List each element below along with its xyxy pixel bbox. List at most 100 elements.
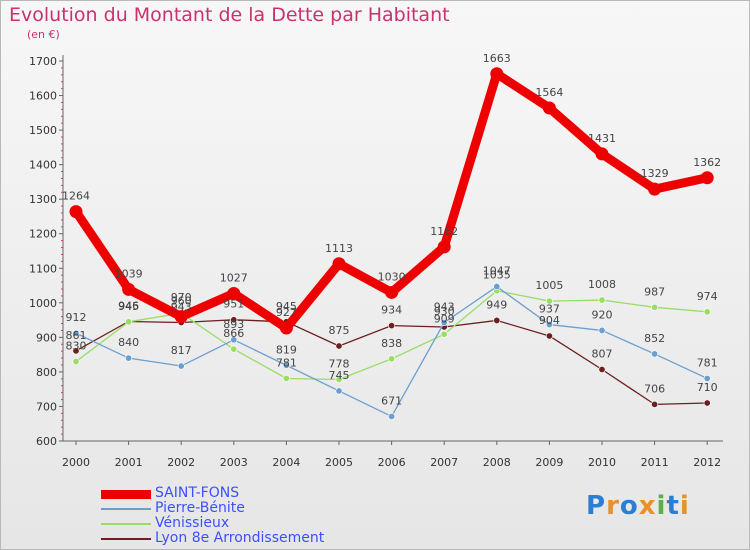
data-label: 1162: [430, 225, 458, 238]
data-label: 909: [434, 312, 455, 325]
x-tick-label: 2011: [641, 456, 669, 469]
data-point: [335, 376, 343, 384]
data-label: 974: [697, 290, 718, 303]
data-label: 943: [171, 301, 192, 314]
data-point: [230, 336, 238, 344]
legend-item-lyon-8e[interactable]: Lyon 8e Arrondissement: [101, 530, 381, 547]
data-point: [437, 240, 451, 254]
data-point: [230, 345, 238, 353]
proxiti-logo: Proxiti: [586, 491, 690, 521]
x-tick-label: 2008: [483, 456, 511, 469]
data-label: 927: [276, 306, 297, 319]
data-label: 960: [171, 295, 192, 308]
data-label: 951: [223, 298, 244, 311]
data-label: 1035: [483, 269, 511, 282]
data-label: 852: [644, 332, 665, 345]
data-point: [177, 362, 185, 370]
data-point: [282, 361, 290, 369]
y-tick-label: 1000: [29, 297, 57, 310]
data-point: [703, 399, 711, 407]
x-tick-label: 2001: [115, 456, 143, 469]
y-tick-label: 1400: [29, 159, 57, 172]
data-point: [72, 358, 80, 366]
data-point: [651, 350, 659, 358]
x-tick-label: 2002: [167, 456, 195, 469]
data-label: 778: [329, 358, 350, 371]
legend-swatch: [101, 490, 151, 499]
legend-swatch: [101, 523, 151, 525]
data-label: 970: [171, 291, 192, 304]
data-point: [440, 319, 448, 327]
data-point: [598, 326, 606, 334]
data-point: [595, 147, 609, 161]
data-label: 1047: [483, 265, 511, 278]
data-point: [69, 205, 83, 219]
x-tick-label: 2009: [535, 456, 563, 469]
y-tick-label: 900: [36, 331, 57, 344]
legend-item-venissieux[interactable]: Vénissieux: [101, 515, 381, 532]
x-tick-label: 2010: [588, 456, 616, 469]
legend-swatch: [101, 508, 151, 510]
data-point: [598, 365, 606, 373]
legend-label: SAINT-FONS: [155, 485, 240, 501]
legend-item-pierre-benite[interactable]: Pierre-Bénite: [101, 500, 381, 517]
legend-label: Vénissieux: [155, 515, 230, 531]
unit-label: (en €): [27, 28, 60, 41]
data-label: 807: [592, 347, 613, 360]
chart-title: Evolution du Montant de la Dette par Hab…: [9, 4, 450, 26]
data-label: 1027: [220, 271, 248, 284]
data-label: 1362: [693, 156, 721, 169]
data-label: 904: [539, 314, 560, 327]
data-label: 1005: [535, 279, 563, 292]
data-point: [545, 297, 553, 305]
legend-item-saint-fons[interactable]: SAINT-FONS: [101, 485, 381, 502]
data-label: 934: [381, 304, 402, 317]
x-tick-label: 2006: [378, 456, 406, 469]
data-label: 943: [434, 301, 455, 314]
y-tick-label: 700: [36, 400, 57, 413]
data-label: 1663: [483, 52, 511, 65]
data-point: [493, 283, 501, 291]
data-point: [703, 308, 711, 316]
data-label: 838: [381, 337, 402, 350]
data-point: [648, 182, 662, 196]
data-label: 866: [223, 327, 244, 340]
data-label: 937: [539, 303, 560, 316]
data-label: 945: [276, 300, 297, 313]
data-label: 1113: [325, 242, 353, 255]
data-point: [598, 296, 606, 304]
data-point: [125, 354, 133, 362]
x-tick-label: 2012: [693, 456, 721, 469]
legend-label: Lyon 8e Arrondissement: [155, 530, 325, 546]
data-label: 912: [66, 311, 87, 324]
data-label: 945: [118, 300, 139, 313]
data-label: 671: [381, 394, 402, 407]
data-label: 893: [223, 318, 244, 331]
legend-label: Pierre-Bénite: [155, 500, 245, 516]
data-point: [230, 316, 238, 324]
y-tick-label: 1500: [29, 124, 57, 137]
data-label: 781: [276, 356, 297, 369]
legend-swatch: [101, 538, 151, 540]
x-tick-label: 2004: [272, 456, 300, 469]
data-label: 946: [118, 299, 139, 312]
data-label: 1431: [588, 132, 616, 145]
data-point: [542, 101, 556, 115]
y-tick-label: 600: [36, 435, 57, 448]
y-tick-label: 1200: [29, 228, 57, 241]
data-point: [72, 347, 80, 355]
data-point: [332, 257, 346, 271]
data-point: [388, 322, 396, 330]
data-label: 1008: [588, 278, 616, 291]
data-point: [651, 303, 659, 311]
data-point: [125, 318, 133, 326]
y-tick-label: 1100: [29, 262, 57, 275]
data-label: 819: [276, 343, 297, 356]
data-point: [335, 387, 343, 395]
data-label: 710: [697, 381, 718, 394]
data-label: 875: [329, 324, 350, 337]
data-point: [335, 342, 343, 350]
data-point: [651, 400, 659, 408]
x-tick-label: 2007: [430, 456, 458, 469]
